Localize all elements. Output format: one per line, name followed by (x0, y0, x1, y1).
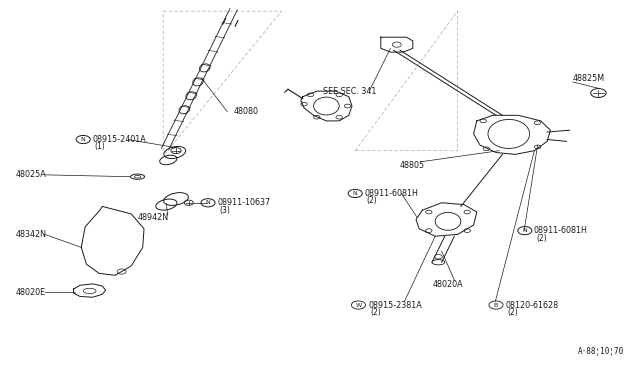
Text: 08915-2401A: 08915-2401A (93, 135, 147, 144)
Text: (2): (2) (536, 234, 547, 243)
Text: 48020A: 48020A (433, 280, 463, 289)
Text: 08911-10637: 08911-10637 (218, 198, 271, 207)
Text: W: W (355, 302, 362, 308)
Text: 48025A: 48025A (16, 170, 47, 179)
Text: N: N (353, 191, 358, 196)
Text: (1): (1) (95, 142, 106, 151)
Text: 08911-6081H: 08911-6081H (364, 189, 418, 198)
Text: SEE SEC. 341: SEE SEC. 341 (323, 87, 376, 96)
Text: 48342N: 48342N (16, 230, 47, 239)
Text: 08915-2381A: 08915-2381A (368, 301, 422, 310)
Text: A·88¦10¦70: A·88¦10¦70 (578, 347, 624, 356)
Text: 08120-61628: 08120-61628 (506, 301, 559, 310)
Text: 48080: 48080 (234, 107, 259, 116)
Text: N: N (522, 228, 527, 233)
Text: 08911-6081H: 08911-6081H (534, 226, 588, 235)
Text: (2): (2) (370, 308, 381, 317)
Text: 48805: 48805 (400, 161, 425, 170)
Text: B: B (494, 302, 498, 308)
Text: 48942N: 48942N (138, 213, 169, 222)
Text: N: N (205, 200, 211, 205)
Text: 48825M: 48825M (573, 74, 605, 83)
Text: (2): (2) (367, 196, 378, 205)
Text: 48020E: 48020E (16, 288, 46, 296)
Text: (2): (2) (508, 308, 518, 317)
Text: N: N (81, 137, 86, 142)
Text: (3): (3) (220, 206, 230, 215)
